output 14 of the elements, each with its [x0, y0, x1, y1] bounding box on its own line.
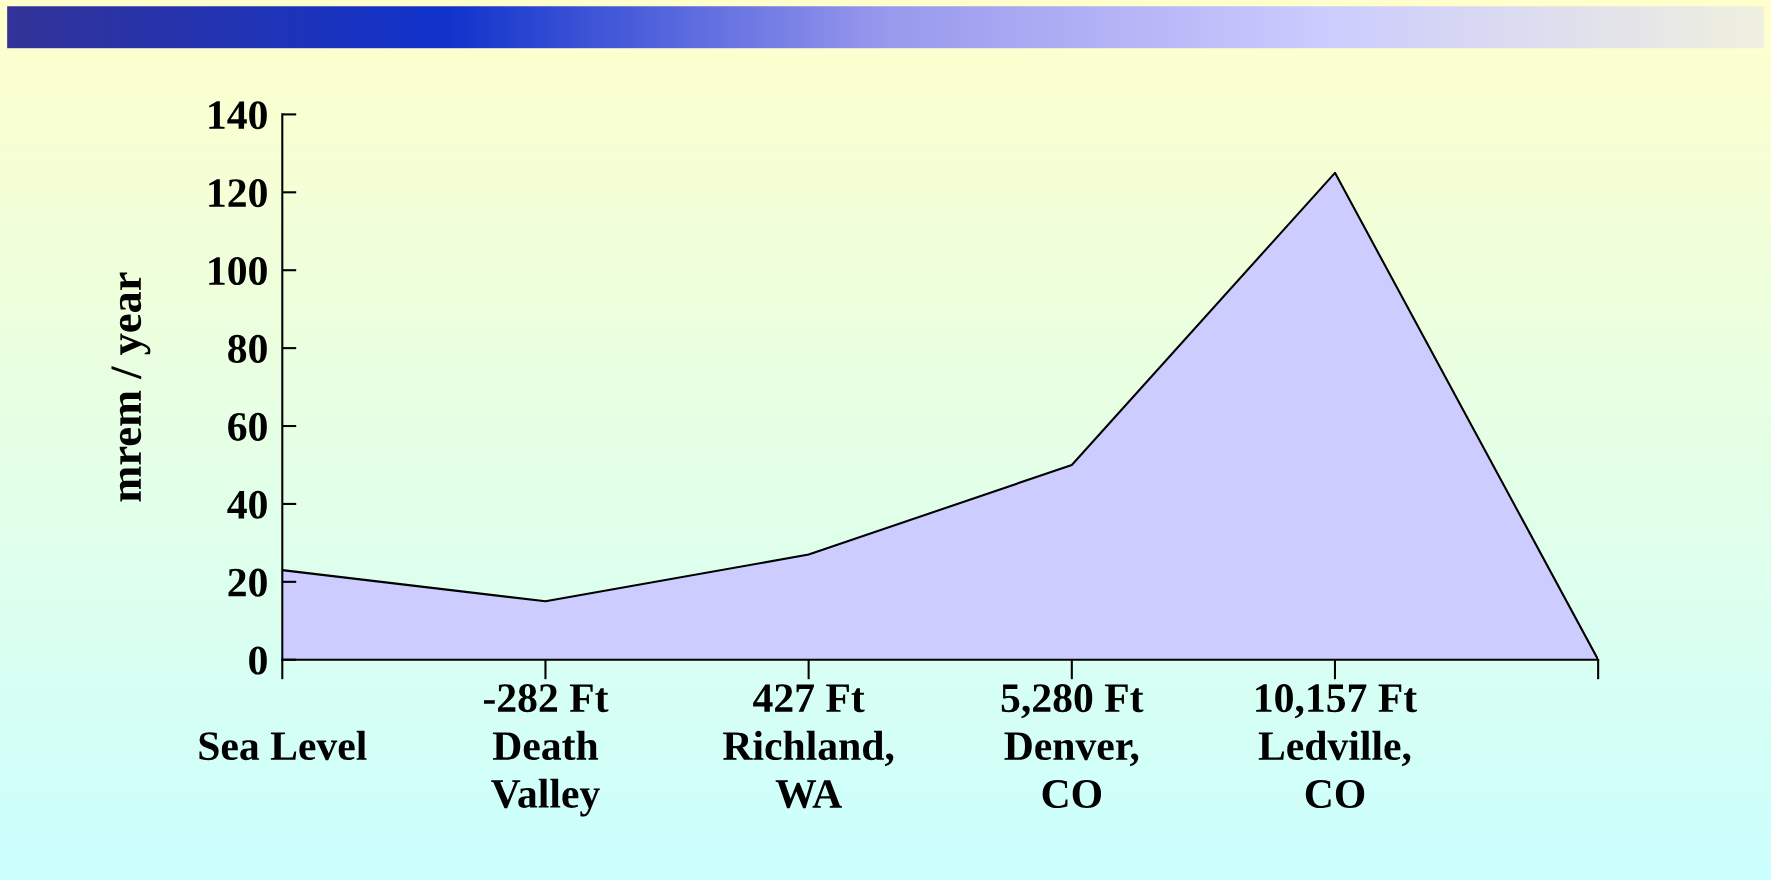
y-tick-label: 40 [227, 490, 267, 519]
x-tick-label: -282 Ft Death Valley [483, 684, 609, 817]
x-tick-label: 5,280 Ft Denver, CO [1001, 684, 1144, 809]
x-tick-label: 427 Ft Richland, WA [723, 684, 894, 809]
y-tick-label: 80 [228, 334, 267, 363]
y-tick-label: 120 [209, 179, 267, 208]
x-tick-label: Sea Level [199, 730, 367, 761]
y-tick-label: 60 [228, 412, 267, 441]
x-tick-label: 10,157 Ft Ledville, CO [1256, 684, 1417, 809]
y-tick-label: 100 [209, 256, 267, 286]
y-tick-label: 20 [228, 568, 267, 597]
y-tick-label: 0 [249, 646, 267, 675]
y-axis-title: mrem / year [111, 272, 151, 502]
y-tick-label: 140 [209, 101, 267, 130]
